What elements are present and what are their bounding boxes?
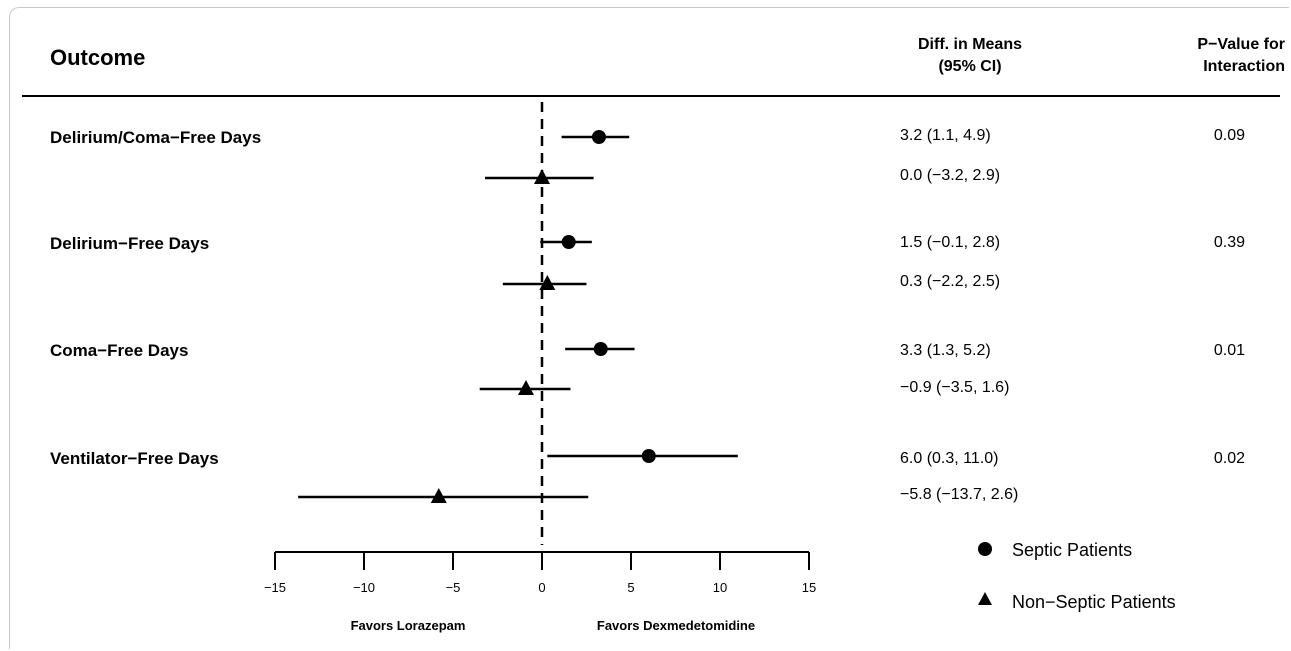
pvalue-header-line2: Interaction: [1203, 58, 1285, 75]
nonseptic-ci-text: −5.8 (−13.7, 2.6): [900, 486, 1019, 503]
legend-triangle-marker: [978, 592, 992, 605]
septic-point: [641, 449, 656, 463]
x-axis-ticks: −15 −10 −5 0 5 10 15: [264, 552, 816, 595]
septic-ci-text: 6.0 (0.3, 11.0): [900, 450, 999, 467]
row-label: Ventilator−Free Days: [50, 449, 219, 468]
x-tick-label: 0: [538, 580, 545, 595]
outcome-header: Outcome: [50, 45, 146, 70]
x-tick-label: −10: [353, 580, 375, 595]
diff-header-line2: (95% CI): [938, 58, 1002, 75]
nonseptic-ci-text: 0.3 (−2.2, 2.5): [900, 273, 1001, 290]
row-label: Delirium−Free Days: [50, 234, 210, 253]
x-tick-label: −5: [446, 580, 461, 595]
legend-nonseptic-label: Non−Septic Patients: [1012, 592, 1176, 612]
legend-septic-label: Septic Patients: [1012, 540, 1132, 560]
legend: Septic Patients Non−Septic Patients: [978, 540, 1176, 612]
nonseptic-point: [430, 488, 447, 503]
pvalue-text: 0.09: [1213, 127, 1245, 144]
row-label: Coma−Free Days: [50, 341, 189, 360]
septic-ci-text: 3.3 (1.3, 5.2): [900, 342, 991, 359]
septic-ci-text: 3.2 (1.1, 4.9): [900, 127, 991, 144]
diff-in-means-header: Diff. in Means (95% CI): [900, 34, 1040, 78]
pvalue-header-line1: P−Value for: [1197, 36, 1285, 53]
nonseptic-point: [517, 380, 534, 395]
x-tick-label: 5: [627, 580, 634, 595]
pvalue-text: 0.01: [1213, 342, 1245, 359]
row-label: Delirium/Coma−Free Days: [50, 128, 262, 147]
figure-frame: [9, 7, 1289, 649]
pvalue-header: P−Value for Interaction: [1140, 34, 1285, 78]
septic-ci-text: 1.5 (−0.1, 2.8): [900, 234, 1001, 251]
pvalue-text: 0.02: [1213, 450, 1245, 467]
septic-point: [591, 130, 606, 144]
nonseptic-ci-text: 0.0 (−3.2, 2.9): [900, 167, 1001, 184]
favors-right-label: Favors Dexmedetomidine: [597, 618, 755, 633]
legend-circle-marker: [978, 542, 992, 556]
diff-header-line1: Diff. in Means: [917, 36, 1022, 53]
septic-point: [593, 342, 608, 356]
plot-marks: [298, 130, 738, 503]
nonseptic-point: [534, 169, 550, 184]
nonseptic-point: [539, 275, 556, 290]
x-tick-label: −15: [264, 580, 286, 595]
pvalue-text: 0.39: [1213, 234, 1245, 251]
nonseptic-ci-text: −0.9 (−3.5, 1.6): [900, 379, 1010, 396]
x-tick-label: 10: [713, 580, 727, 595]
septic-point: [561, 235, 576, 249]
header-rule: [22, 95, 1280, 97]
x-tick-label: 15: [802, 580, 816, 595]
favors-left-label: Favors Lorazepam: [351, 618, 466, 633]
